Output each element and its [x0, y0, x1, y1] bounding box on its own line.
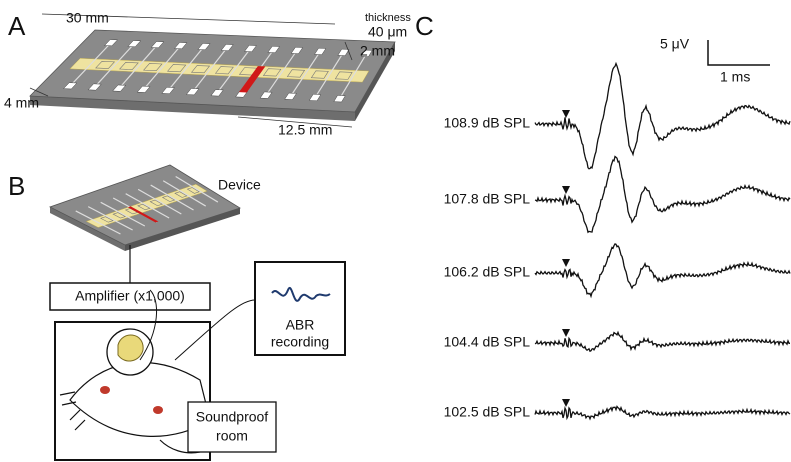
trace-label: 106.2 dB SPL [444, 264, 531, 280]
stimulus-marker [562, 329, 570, 337]
device-b [50, 165, 240, 251]
stimulus-marker [562, 259, 570, 267]
label: ABR [286, 317, 315, 333]
stimulus-marker [562, 399, 570, 407]
scale-label: 5 μV [660, 36, 690, 52]
eye [100, 386, 110, 394]
device-a [30, 30, 395, 121]
stimulus-marker [562, 186, 570, 194]
ear [118, 335, 143, 361]
abr-trace [535, 64, 790, 169]
trace-label: 104.4 dB SPL [444, 334, 531, 350]
trace-label: 107.8 dB SPL [444, 191, 531, 207]
abr-trace [535, 244, 790, 296]
dimension-label: 30 mm [66, 10, 109, 26]
dimension-label: 40 μm [368, 24, 407, 40]
scale-label: 1 ms [720, 69, 750, 85]
abr-trace [535, 157, 790, 233]
dimension-label: 12.5 mm [278, 122, 332, 138]
label: recording [271, 334, 329, 350]
stimulus-marker [562, 110, 570, 118]
eye [153, 406, 163, 414]
label: Device [218, 177, 261, 193]
trace-label: 108.9 dB SPL [444, 115, 531, 131]
label: Amplifier (x1,000) [75, 288, 185, 304]
dimension-label: thickness [365, 12, 411, 24]
abr-trace [535, 407, 790, 419]
figure: A 30 mm thickness 40 μm 2 mm 4 mm 12.5 m… [0, 0, 791, 462]
panel-label: C [415, 11, 434, 41]
panel-label: A [8, 11, 26, 41]
label: room [216, 428, 248, 444]
scale-bar [708, 40, 770, 65]
panel-label: B [8, 171, 25, 201]
label: Soundproof [196, 409, 269, 425]
dimension-label: 4 mm [4, 95, 39, 111]
dimension-label: 2 mm [360, 43, 395, 59]
abr-trace [535, 332, 790, 351]
trace-label: 102.5 dB SPL [444, 404, 531, 420]
